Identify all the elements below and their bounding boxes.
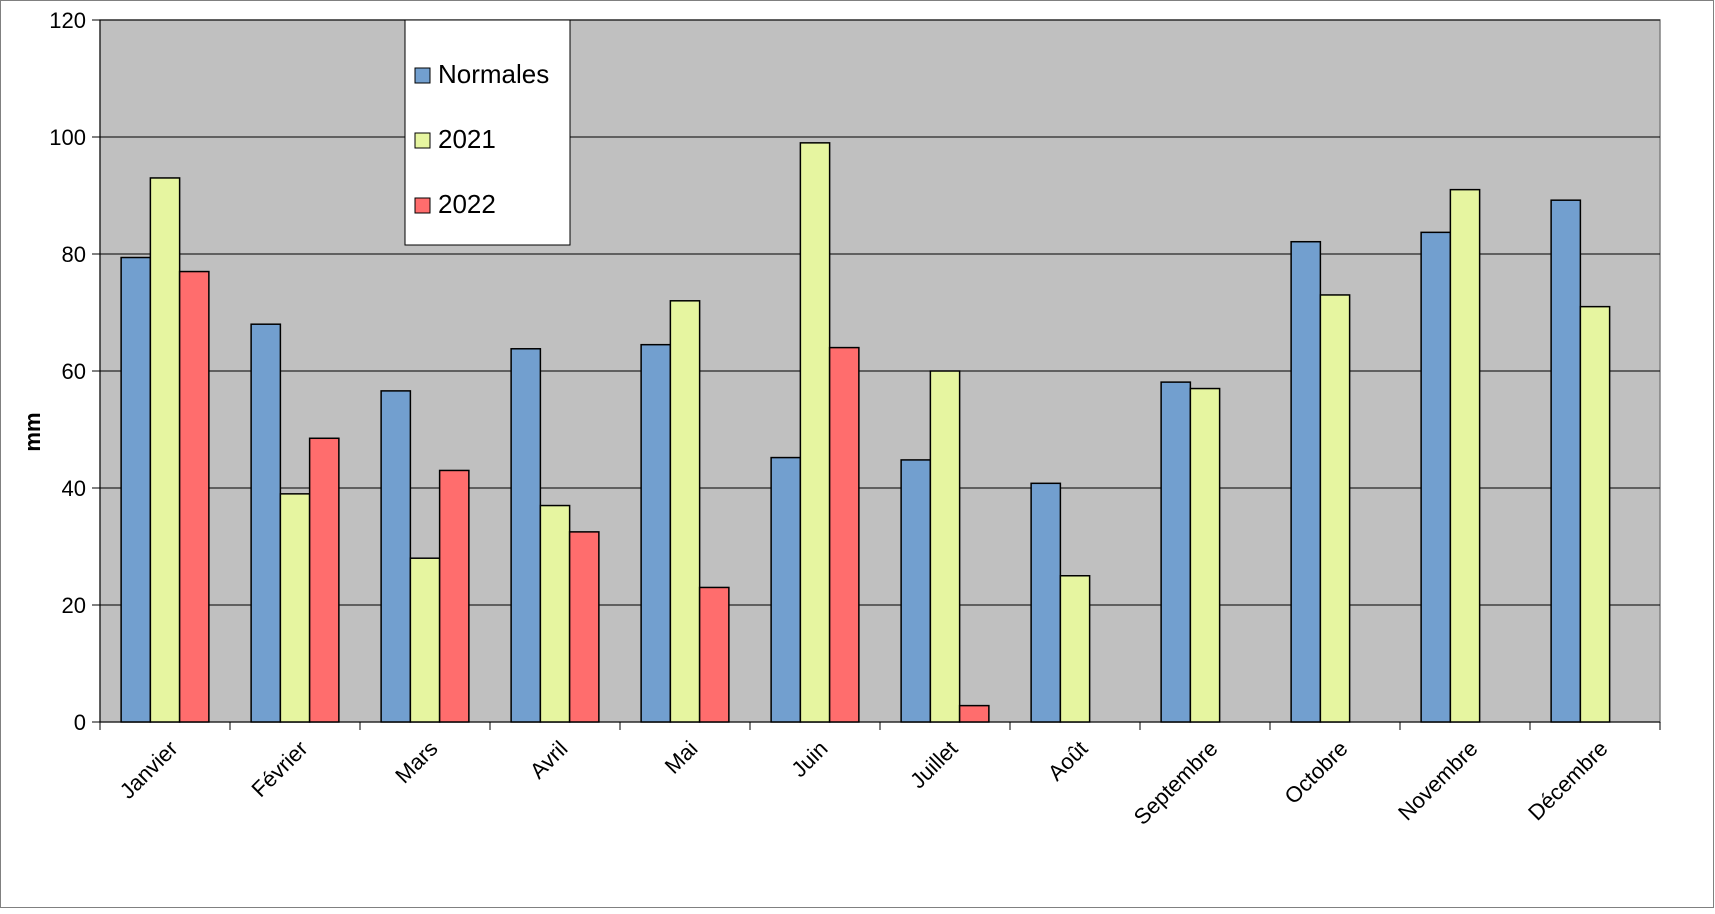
bar-normales-9 <box>1290 240 1322 723</box>
bar-normales-5 <box>770 456 802 723</box>
grid-lines <box>100 19 1660 606</box>
y-tick-label: 120 <box>49 8 86 33</box>
y-tick-label: 100 <box>49 125 86 150</box>
y-tick-label: 60 <box>62 359 86 384</box>
bar-2021-11 <box>1579 305 1611 723</box>
bar-normales-8 <box>1160 381 1192 723</box>
bar-2022-1 <box>308 437 340 723</box>
bar-2022-4 <box>698 586 730 723</box>
y-tick-label: 20 <box>62 593 86 618</box>
y-tick-label: 80 <box>62 242 86 267</box>
y-axis-title: mm <box>20 412 45 451</box>
bar-normales-11 <box>1550 199 1582 723</box>
bar-normales-4 <box>640 343 672 723</box>
bar-2021-8 <box>1189 387 1221 723</box>
bar-2021-9 <box>1319 294 1351 723</box>
legend-swatch <box>414 197 431 214</box>
bar-normales-7 <box>1030 482 1062 723</box>
legend-label: 2022 <box>438 189 496 219</box>
legend-label: 2021 <box>438 124 496 154</box>
legend-swatch <box>414 67 431 84</box>
bar-normales-2 <box>380 390 412 723</box>
bar-normales-3 <box>510 348 542 723</box>
bar-2021-6 <box>929 370 961 723</box>
bar-2021-7 <box>1059 575 1091 723</box>
bars <box>120 142 1611 723</box>
y-tick-label: 40 <box>62 476 86 501</box>
legend-label: Normales <box>438 59 549 89</box>
bar-normales-10 <box>1420 231 1452 723</box>
bar-2021-10 <box>1449 188 1481 723</box>
legend-swatch <box>414 132 431 149</box>
bar-2022-6 <box>958 704 990 723</box>
bar-2022-5 <box>828 346 860 723</box>
bar-2021-0 <box>149 177 181 723</box>
bar-2021-5 <box>799 142 831 723</box>
bar-normales-0 <box>120 256 152 723</box>
legend: Normales 2021 2022 <box>404 19 571 246</box>
bar-2022-0 <box>178 270 210 723</box>
bar-2022-3 <box>568 531 600 723</box>
bar-2021-3 <box>539 504 571 723</box>
bar-2021-1 <box>279 493 311 723</box>
y-axis: 0 20 40 60 80 100 120 <box>49 8 101 735</box>
bar-2022-2 <box>438 469 470 723</box>
bar-2021-2 <box>409 557 441 723</box>
legend-box <box>404 19 571 246</box>
bar-2021-4 <box>669 300 701 723</box>
bar-normales-6 <box>900 459 932 723</box>
bar-normales-1 <box>250 323 282 723</box>
y-tick-label: 0 <box>74 710 86 735</box>
